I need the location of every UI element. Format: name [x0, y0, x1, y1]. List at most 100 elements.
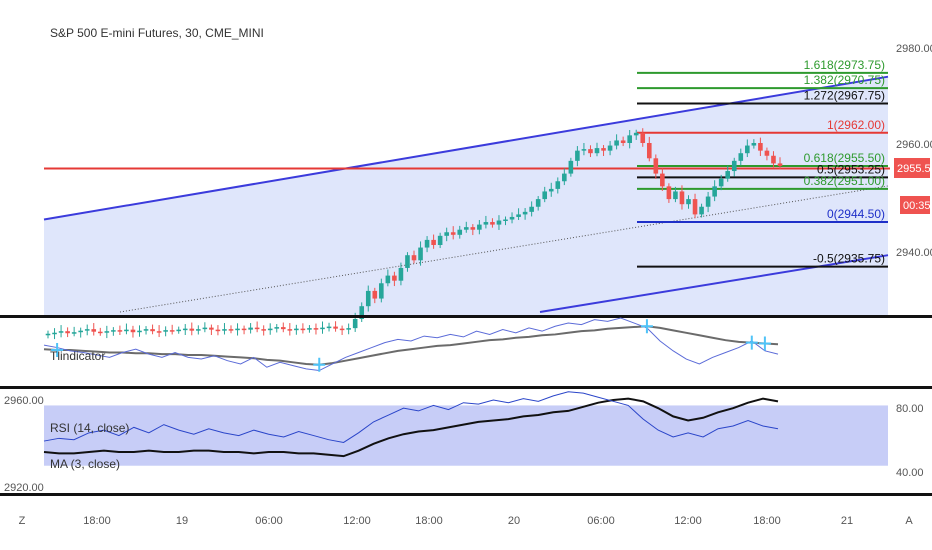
candle-body-99	[692, 199, 698, 215]
candle-body-56	[411, 255, 417, 261]
rsi-left-label-2920: 2920.00	[4, 482, 44, 494]
candle-body-26	[215, 329, 221, 332]
fib-label-1: 1.382(2970.75)	[804, 73, 885, 87]
cross-marker-1	[313, 357, 326, 372]
indicator-gray-line	[43, 325, 779, 366]
candle-body-14	[137, 330, 142, 333]
fib-retracement[interactable]	[637, 71, 888, 268]
candle-body-80	[568, 160, 574, 174]
candle-body-93	[653, 158, 659, 174]
cross-marker-4	[758, 336, 771, 351]
candle-body-9	[104, 331, 110, 333]
channel-upper-line[interactable]	[43, 75, 889, 221]
time-label-8: 12:00	[674, 515, 702, 527]
candle-body-46	[346, 328, 351, 330]
candle-body-103	[718, 178, 724, 187]
candle-body-76	[542, 191, 548, 200]
pane-separator-2[interactable]	[0, 386, 932, 389]
candle-body-66	[477, 224, 482, 230]
time-label-3: 06:00	[255, 515, 283, 527]
candle-body-105	[731, 160, 737, 172]
candle-body-74	[529, 206, 534, 212]
time-label-10: 21	[841, 515, 853, 527]
candle-body-90	[633, 132, 639, 136]
indicator-cross-markers	[51, 319, 771, 372]
candle-body-91	[640, 132, 646, 143]
channel-lower-line[interactable]	[539, 254, 889, 313]
price-pane[interactable]: 1.618(2973.75)1.382(2970.75)1.272(2967.7…	[43, 58, 890, 340]
candle-body-78	[555, 181, 561, 189]
candle-body-107	[745, 145, 750, 154]
candle-body-63	[457, 229, 463, 235]
candle-body-11	[117, 330, 123, 332]
candle-body-12	[124, 329, 129, 332]
cross-marker-2	[640, 319, 653, 334]
candle-body-102	[712, 186, 717, 197]
candle-body-68	[490, 222, 495, 225]
candle-body-112	[777, 163, 783, 166]
rsi-pane[interactable]: RSI (14, close) MA (3, close) 2960.00 29…	[4, 391, 924, 494]
candle-body-18	[163, 330, 168, 332]
candle-body-27	[222, 329, 227, 331]
candle-body-21	[182, 328, 188, 331]
candle-body-77	[548, 188, 554, 192]
candle-body-45	[339, 328, 345, 331]
candle-body-71	[509, 216, 515, 220]
candle-body-106	[738, 153, 744, 161]
candle-body-29	[235, 328, 240, 331]
price-axis[interactable]: 2980.00 2960.00 2940.00 2955.50 00:35	[894, 43, 932, 259]
time-label-0: Z	[19, 515, 26, 527]
time-label-4: 12:00	[343, 515, 371, 527]
time-axis[interactable]: Z 18:00 19 06:00 12:00 18:00 20 06:00 12:00 18:00…	[19, 515, 914, 527]
fib-label-6: 0.382(2951.00)	[804, 174, 885, 188]
candle-body-42	[320, 327, 325, 330]
candle-body-92	[646, 143, 652, 159]
candle-body-8	[97, 331, 103, 334]
candle-body-37	[287, 329, 293, 331]
fib-label-0: 1.618(2973.75)	[804, 58, 885, 72]
candle-body-72	[516, 214, 521, 217]
candle-body-64	[463, 227, 469, 230]
candle-body-48	[359, 306, 365, 319]
countdown-badge	[900, 196, 930, 214]
fib-label-5: 0.5(2953.25)	[817, 162, 885, 176]
candle-body-40	[307, 328, 312, 330]
symbol-title: S&P 500 E-mini Futures, 30, CME_MINI	[50, 26, 264, 40]
pane-separator-3[interactable]	[0, 493, 932, 496]
candle-body-87	[614, 140, 619, 146]
indicator-pane[interactable]: Tlindicator	[43, 317, 779, 372]
candle-body-96	[673, 191, 678, 200]
pane-separator-1[interactable]	[0, 315, 932, 318]
price-tick-2980: 2980.00	[896, 43, 932, 55]
candle-body-58	[424, 239, 430, 248]
ma-label: MA (3, close)	[50, 457, 120, 471]
candle-body-4	[71, 332, 77, 334]
candle-body-86	[607, 145, 613, 151]
candle-body-25	[209, 327, 214, 330]
candle-body-67	[483, 222, 489, 225]
channel-mid-line	[119, 185, 889, 313]
time-label-7: 06:00	[587, 515, 615, 527]
candles	[45, 128, 783, 340]
candle-body-73	[522, 211, 528, 215]
candle-body-101	[705, 196, 711, 207]
candle-body-104	[725, 171, 731, 179]
candle-body-22	[189, 328, 195, 331]
candle-body-32	[254, 327, 260, 330]
candle-body-97	[679, 191, 685, 205]
candle-body-20	[176, 329, 182, 332]
fib-label-8: -0.5(2935.75)	[813, 252, 885, 266]
fib-label-2: 1.272(2967.75)	[804, 88, 885, 102]
rsi-band	[44, 405, 888, 466]
time-label-2: 19	[176, 515, 188, 527]
candle-body-111	[771, 155, 776, 164]
candle-body-15	[143, 329, 149, 331]
candle-body-43	[326, 326, 332, 329]
candle-body-38	[294, 328, 299, 331]
time-label-6: 20	[508, 515, 520, 527]
candle-body-3	[65, 331, 70, 334]
rsi-line	[43, 391, 779, 443]
current-price-label: 2955.50	[897, 163, 932, 175]
candle-body-13	[130, 329, 136, 333]
